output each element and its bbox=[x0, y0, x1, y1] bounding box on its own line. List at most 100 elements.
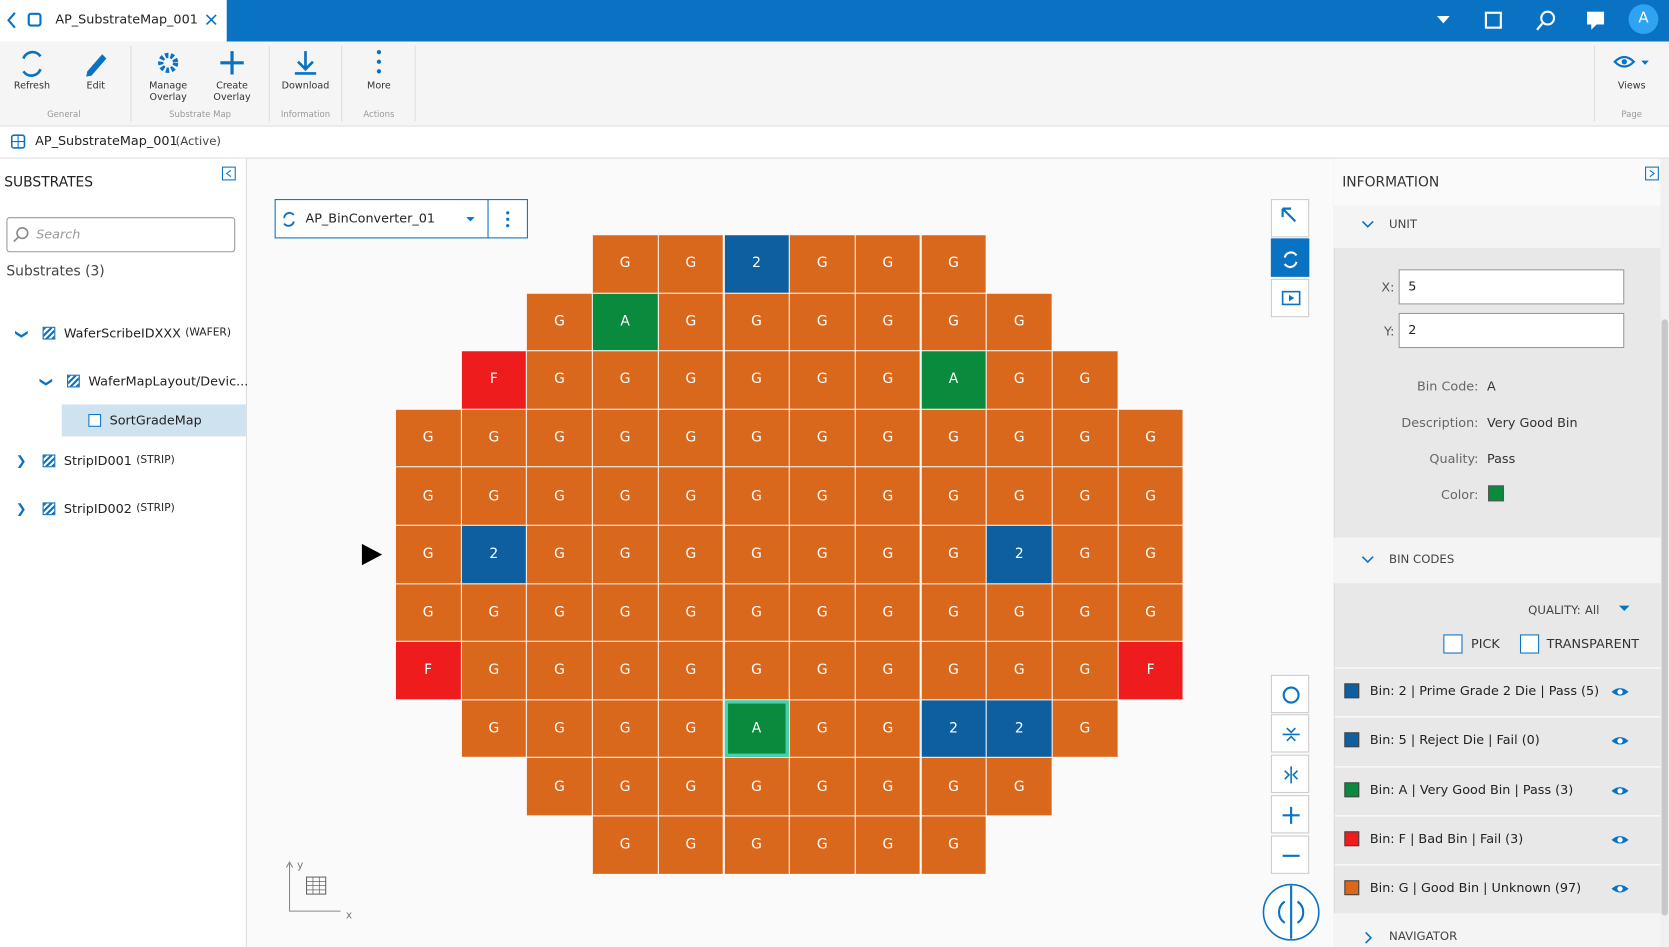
wafer-cell[interactable]: G bbox=[789, 351, 855, 409]
bin-visibility[interactable] bbox=[1609, 880, 1630, 895]
tree-toggle[interactable]: ❯ bbox=[14, 328, 30, 340]
wafer-cell[interactable]: G bbox=[724, 525, 789, 583]
tree-label[interactable]: WaferMapLayout/Devic... bbox=[88, 373, 249, 389]
wafer-cell[interactable]: G bbox=[527, 467, 592, 525]
flip-v-tool[interactable] bbox=[1270, 714, 1310, 753]
wafer-cell[interactable]: G bbox=[527, 525, 592, 583]
button-label[interactable]: Edit bbox=[86, 80, 106, 92]
bin-row[interactable] bbox=[1334, 864, 1661, 913]
wafer-cell[interactable]: G bbox=[461, 409, 527, 467]
wafer-cell[interactable]: G bbox=[855, 409, 921, 467]
wafer-cell[interactable]: G bbox=[592, 642, 658, 699]
wafer-cell[interactable]: G bbox=[855, 642, 921, 699]
wafer-cell[interactable]: G bbox=[658, 293, 724, 351]
bin-row[interactable] bbox=[1334, 667, 1661, 715]
wafer-cell[interactable]: G bbox=[592, 467, 658, 525]
wafer-cell[interactable]: G bbox=[527, 293, 592, 351]
wafer-cell[interactable]: G bbox=[987, 758, 1052, 816]
y-input[interactable]: 2 bbox=[1398, 312, 1625, 349]
wafer-cell[interactable]: G bbox=[1052, 409, 1118, 467]
wafer-cell[interactable]: G bbox=[987, 583, 1052, 641]
wafer-cell[interactable]: G bbox=[921, 235, 986, 293]
wafer-cell[interactable]: G bbox=[1052, 467, 1118, 525]
tree-toggle[interactable]: ❯ bbox=[15, 453, 27, 469]
refresh-tool[interactable] bbox=[1270, 238, 1310, 277]
wafer-cell[interactable]: G bbox=[724, 351, 789, 409]
tab[interactable] bbox=[0, 0, 227, 42]
wafer-cell[interactable]: G bbox=[789, 467, 855, 525]
wafer-cell[interactable]: G bbox=[921, 293, 986, 351]
wafer-cell[interactable]: G bbox=[461, 467, 527, 525]
transparent-checkbox[interactable] bbox=[1519, 634, 1540, 654]
tree-label[interactable]: SortGradeMap bbox=[109, 412, 202, 428]
wafer-cell[interactable]: F bbox=[395, 642, 461, 699]
wafer-cell[interactable]: 2 bbox=[987, 700, 1052, 758]
wafer-cell[interactable]: G bbox=[395, 583, 461, 641]
wafer-cell[interactable]: G bbox=[658, 816, 724, 874]
wafer-cell[interactable]: G bbox=[789, 700, 855, 758]
wafer-cell[interactable]: G bbox=[461, 583, 527, 641]
wafer-cell[interactable]: G bbox=[987, 351, 1052, 409]
wafer-cell[interactable]: G bbox=[592, 583, 658, 641]
wafer-cell[interactable]: G bbox=[987, 467, 1052, 525]
wafer-cell[interactable]: F bbox=[1118, 642, 1183, 699]
wafer-cell[interactable]: G bbox=[527, 583, 592, 641]
wafer-cell[interactable]: G bbox=[1052, 525, 1118, 583]
wafer-cell[interactable]: G bbox=[855, 235, 921, 293]
wafer-cell[interactable]: G bbox=[658, 642, 724, 699]
collapse-button[interactable] bbox=[1645, 166, 1660, 181]
wafer-cell[interactable]: G bbox=[987, 293, 1052, 351]
wafer-cell[interactable]: G bbox=[658, 409, 724, 467]
bin-visibility[interactable] bbox=[1609, 831, 1630, 846]
reset-tool[interactable] bbox=[1270, 674, 1310, 714]
wafer-cell[interactable]: G bbox=[658, 700, 724, 758]
navigator-header[interactable] bbox=[1333, 913, 1661, 947]
wafer-cell[interactable]: G bbox=[855, 816, 921, 874]
converter-select[interactable] bbox=[274, 199, 528, 239]
bin-row[interactable] bbox=[1334, 815, 1661, 863]
wafer-cell[interactable]: G bbox=[921, 642, 986, 699]
wafer-cell[interactable]: G bbox=[724, 409, 789, 467]
wafer-cell[interactable]: G bbox=[724, 583, 789, 641]
wafer-cell[interactable]: G bbox=[395, 467, 461, 525]
wafer-cell[interactable]: 2 bbox=[461, 525, 527, 583]
tree-toggle[interactable]: ❯ bbox=[39, 376, 55, 388]
collapse-button[interactable] bbox=[221, 166, 236, 181]
wafer-cell[interactable]: F bbox=[461, 351, 527, 409]
wafer-cell[interactable]: G bbox=[658, 235, 724, 293]
wafer-cell[interactable]: G bbox=[724, 758, 789, 816]
wafer-cell[interactable]: A bbox=[724, 700, 789, 758]
tree-label[interactable]: WaferScribeIDXXX bbox=[63, 325, 181, 341]
quality-value[interactable]: All bbox=[1584, 603, 1600, 618]
wafer-cell[interactable]: G bbox=[658, 758, 724, 816]
wafer-cell[interactable]: G bbox=[461, 700, 527, 758]
wafer-cell[interactable]: G bbox=[527, 409, 592, 467]
wafer-cell[interactable]: G bbox=[855, 758, 921, 816]
wafer-cell[interactable]: G bbox=[592, 235, 658, 293]
wafer-cell[interactable]: G bbox=[855, 525, 921, 583]
button-label[interactable]: Manage Overlay bbox=[149, 80, 188, 104]
wafer-cell[interactable]: G bbox=[789, 583, 855, 641]
wafer-cell[interactable]: G bbox=[724, 467, 789, 525]
wafer-cell[interactable]: G bbox=[789, 642, 855, 699]
wafer-cell[interactable]: G bbox=[592, 525, 658, 583]
wafer-cell[interactable]: G bbox=[987, 642, 1052, 699]
button-label[interactable]: Views bbox=[1617, 80, 1646, 92]
bin-visibility[interactable] bbox=[1609, 683, 1630, 698]
button-label[interactable]: More bbox=[367, 80, 391, 92]
wafer-cell[interactable]: G bbox=[527, 642, 592, 699]
button-label[interactable]: Download bbox=[281, 80, 330, 92]
wafer-cell[interactable]: G bbox=[855, 351, 921, 409]
wafer-cell[interactable]: G bbox=[724, 816, 789, 874]
button-label[interactable]: Create Overlay bbox=[213, 80, 251, 104]
wafer-cell[interactable]: G bbox=[395, 525, 461, 583]
quality-dropdown[interactable] bbox=[1617, 604, 1632, 615]
wafer-cell[interactable]: G bbox=[658, 583, 724, 641]
wafer-cell[interactable]: G bbox=[1118, 583, 1183, 641]
wafer-cell[interactable]: G bbox=[789, 235, 855, 293]
wafer-cell[interactable]: G bbox=[527, 758, 592, 816]
wafer-cell[interactable]: G bbox=[1052, 700, 1118, 758]
wafer-cell[interactable]: G bbox=[1052, 642, 1118, 699]
tree-toggle[interactable]: ❯ bbox=[15, 501, 27, 517]
avatar[interactable]: A bbox=[1638, 9, 1649, 27]
